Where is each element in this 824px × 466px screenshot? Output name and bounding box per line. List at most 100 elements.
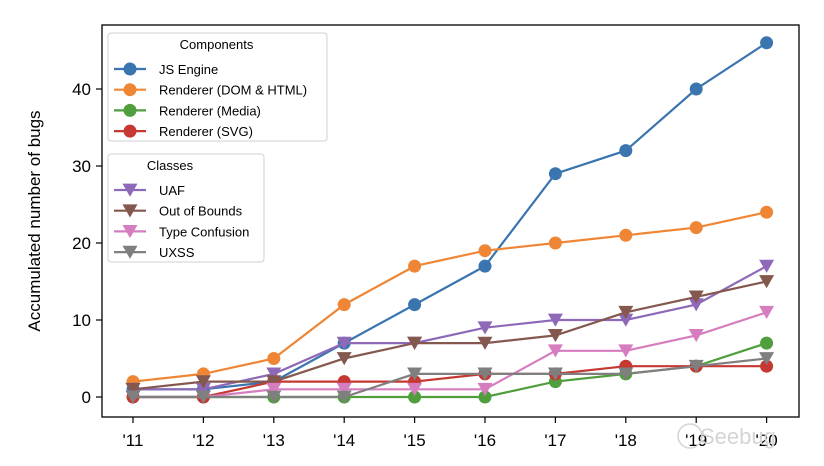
data-point [547,329,563,343]
series-line [133,41,768,391]
x-tick-label: '12 [192,431,214,450]
data-point [267,352,281,365]
legend-marker [122,183,138,197]
legend-marker [122,245,138,259]
data-point [619,228,633,242]
legend-item-uaf: UAF [114,183,185,198]
watermark: Seebug [700,424,776,449]
legend-label: UAF [159,183,185,198]
data-point [618,344,634,358]
legend-label: Out of Bounds [159,204,243,219]
data-point [266,367,282,381]
data-point [547,313,563,327]
data-point [125,390,141,404]
x-tick-label: '18 [615,431,637,450]
data-point [759,275,775,289]
y-tick-label: 0 [82,388,91,407]
data-point [336,382,352,397]
plot-area [125,36,775,404]
data-point [407,367,423,381]
legend-item-renderer-media: Renderer (Media) [114,103,261,118]
series-out-of-bounds [125,275,775,397]
legend-label: Renderer (DOM & HTML) [159,83,307,98]
data-point [407,336,423,350]
data-point [195,382,211,397]
data-point [618,367,634,381]
legend-marker [122,204,138,218]
data-point [408,259,422,273]
data-point [195,390,211,404]
data-point [548,236,562,250]
legend-item-out-of-bounds: Out of Bounds [114,204,243,219]
x-tick-label: '14 [333,431,355,450]
legend-item-renderer-dom-html: Renderer (DOM & HTML) [114,83,307,98]
x-tick-label: '13 [263,431,285,450]
x-axis: '11'12'13'14'15'16'17'18'19'20 [123,417,778,450]
series-uxss [125,352,775,404]
series-line [132,280,767,391]
data-point [548,167,562,181]
data-point [689,221,703,235]
legend-item-type-confusion: Type Confusion [114,224,249,239]
data-point [547,344,563,358]
data-point [618,313,634,327]
y-axis-label: Accumulated number of bugs [25,110,44,331]
legend-marker [123,62,137,76]
y-tick-label: 40 [72,80,91,99]
legends: Components JS Engine Renderer (DOM & HTML)… [107,32,328,263]
data-point [689,82,703,96]
legend-label: UXSS [159,245,195,260]
data-point [408,390,422,404]
x-tick-label: '11 [123,431,144,450]
data-point [688,329,704,343]
data-point [618,305,634,320]
data-point [477,321,493,335]
data-point [759,305,775,320]
data-point [125,382,141,397]
data-point [760,359,774,373]
legend-item-js-engine: JS Engine [114,62,218,77]
series-line [133,357,767,399]
axes-frame [101,24,800,418]
data-point [266,382,282,397]
data-point [547,367,563,381]
legend-box [107,153,265,263]
data-point [760,36,774,50]
x-tick-label: '20 [756,431,778,450]
x-tick-label: '17 [544,431,566,450]
legend-marker [123,83,137,97]
data-point [688,290,704,304]
data-point [407,382,423,397]
legend-label: Renderer (SVG) [159,124,253,139]
series-line [133,311,767,399]
data-point [478,244,492,258]
data-point [266,375,282,389]
series-line [132,211,767,383]
legend-label: JS Engine [159,62,218,77]
legend-marker [123,103,137,117]
data-point [688,298,704,312]
y-tick-label: 10 [72,311,91,330]
legend-marker [123,124,137,138]
data-point [408,298,422,312]
legend-label: Type Confusion [159,224,249,239]
y-axis: 0 10 20 30 40 [72,80,102,407]
series-type-confusion [125,305,775,404]
x-tick-label: '15 [404,431,426,450]
data-point [337,298,351,312]
series-uaf [125,259,775,397]
legend-item-renderer-svg: Renderer (SVG) [114,124,253,139]
legend-title: Components [180,37,254,52]
legend-marker [122,225,138,239]
data-point [478,390,492,404]
data-point [477,367,493,381]
data-point [760,205,774,219]
watermark-logo-icon [677,423,703,449]
data-point [266,390,282,404]
series-line [133,365,767,399]
data-point [619,144,633,158]
legend-box [107,32,328,142]
y-tick-label: 20 [72,234,91,253]
legend-label: Renderer (Media) [159,103,261,118]
